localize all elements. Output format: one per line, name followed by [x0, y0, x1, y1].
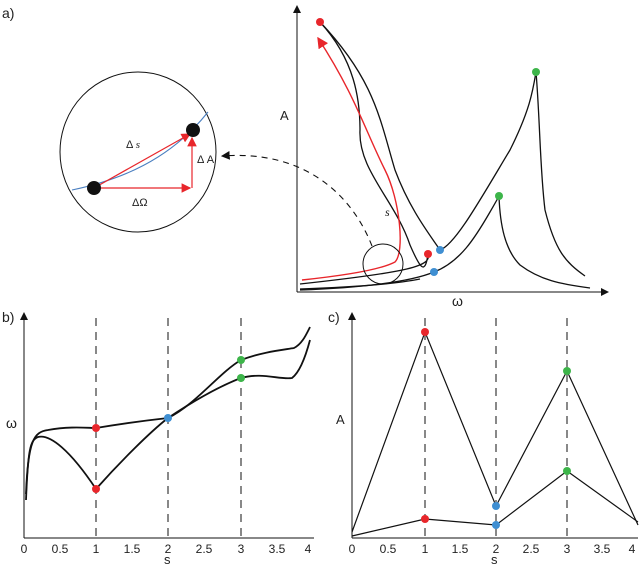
- panel-b-tick: 4: [305, 542, 312, 556]
- amplitude-curve-upper: [351, 330, 639, 533]
- panel-b-tick: 3.5: [269, 542, 286, 556]
- panel-a-x-axis-label: ω: [452, 293, 463, 309]
- point-green-top: [532, 68, 540, 76]
- response-curve-lower-right: [498, 195, 591, 289]
- point-red-top: [316, 18, 324, 26]
- point-red-lower: [424, 250, 432, 258]
- panel-b-tick: 1.5: [124, 542, 141, 556]
- panel-c: c) A s 0 0.5 1 1.5 2 2.5 3 3.5 4: [328, 309, 639, 567]
- continuation-path-label: s: [385, 205, 390, 219]
- delta-a-label: Δ A: [197, 154, 215, 166]
- panel-c-x-axis-label: s: [491, 552, 498, 567]
- panel-b-label: b): [2, 309, 14, 325]
- panel-c-y-axis-label: A: [336, 412, 345, 427]
- point-green-lower: [495, 192, 503, 200]
- panel-b-tick: 1: [93, 542, 100, 556]
- omega-curve-lower: [25, 339, 311, 501]
- panel-b-tick: 3: [238, 542, 245, 556]
- panel-c-point-red-lower: [421, 515, 429, 523]
- panel-c-point-red-upper: [421, 328, 429, 336]
- panel-b-point-red-lower: [92, 485, 100, 493]
- panel-c-tick: 3.5: [594, 542, 611, 556]
- panel-b-tick: 0: [21, 542, 28, 556]
- panel-c-tick: 0: [349, 542, 356, 556]
- panel-b-point-red-upper: [92, 424, 100, 432]
- point-blue-upper: [436, 246, 444, 254]
- panel-a-y-axis-label: A: [280, 108, 289, 123]
- panel-c-tick: 2.5: [523, 542, 540, 556]
- panel-b-point-green-lower: [237, 374, 245, 382]
- panel-c-tick: 0.5: [380, 542, 397, 556]
- panel-b-tick: 2: [165, 542, 172, 556]
- inset-point-end: [186, 123, 200, 137]
- panel-b-y-axis-label: ω: [6, 415, 17, 431]
- panel-c-label: c): [328, 309, 340, 325]
- panel-b-point-blue: [164, 414, 172, 422]
- panel-c-ticks: 0 0.5 1 1.5 2 2.5 3 3.5 4: [349, 542, 636, 556]
- panel-b-tick: 2.5: [196, 542, 213, 556]
- zoom-leader-arrow: [220, 151, 373, 247]
- panel-b: b) ω s 0 0.5 1 1.5 2 2.5 3 3.5 4: [2, 309, 314, 567]
- panel-a: a) A ω s: [2, 5, 609, 309]
- panel-c-point-blue-lower: [492, 521, 500, 529]
- continuation-path: [301, 36, 401, 281]
- zoom-region-circle: [362, 243, 404, 285]
- delta-s-arrow: [93, 133, 192, 189]
- response-curve-upper: [319, 21, 537, 251]
- delta-s-label: Δ s: [126, 139, 140, 151]
- panel-c-tick: 1.5: [452, 542, 469, 556]
- delta-omega-label: ΔΩ: [132, 197, 148, 209]
- point-blue-lower: [430, 268, 438, 276]
- panel-a-label: a): [2, 5, 14, 21]
- response-curve-base: [299, 278, 421, 290]
- zoom-inset: Δ s Δ A ΔΩ: [59, 71, 217, 233]
- panel-c-tick: 3: [564, 542, 571, 556]
- panel-b-point-green-upper: [237, 356, 245, 364]
- panel-c-tick: 1: [422, 542, 429, 556]
- response-curve-upper-right: [535, 71, 586, 277]
- response-curve-inner: [299, 21, 430, 285]
- panel-c-point-green-upper: [563, 367, 571, 375]
- panel-b-tick: 0.5: [52, 542, 69, 556]
- panel-b-x-axis-label: s: [164, 552, 171, 567]
- panel-c-point-blue-upper: [492, 502, 500, 510]
- panel-b-ticks: 0 0.5 1 1.5 2 2.5 3 3.5 4: [21, 542, 312, 556]
- panel-c-point-green-lower: [563, 467, 571, 475]
- inset-point-start: [87, 181, 101, 195]
- panel-c-tick: 4: [629, 542, 636, 556]
- panel-c-tick: 2: [493, 542, 500, 556]
